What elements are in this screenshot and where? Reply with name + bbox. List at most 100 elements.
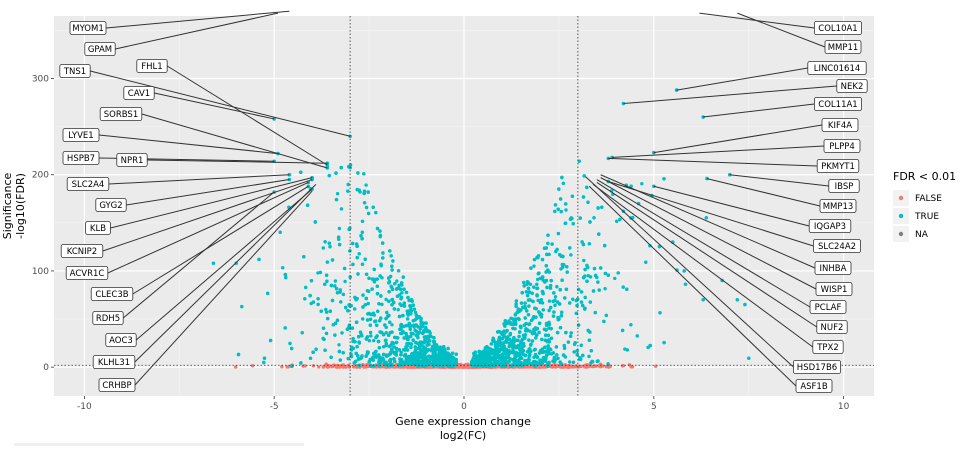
point-true xyxy=(356,272,360,276)
point-true xyxy=(500,337,504,341)
point-false xyxy=(408,365,413,369)
point-true-outlier xyxy=(310,177,314,182)
point-true xyxy=(416,335,420,340)
point-true xyxy=(406,337,410,341)
point-true xyxy=(547,360,551,365)
point-true xyxy=(503,319,507,323)
point-true xyxy=(572,350,576,354)
point-false xyxy=(332,363,336,367)
label-connector xyxy=(612,145,825,158)
point-true xyxy=(648,244,652,248)
point-true xyxy=(387,290,391,294)
point-true xyxy=(513,317,518,321)
point-true xyxy=(504,340,508,344)
point-true xyxy=(582,174,586,178)
point-true xyxy=(558,197,563,201)
point-true xyxy=(524,327,528,331)
point-true xyxy=(396,308,400,312)
point-true xyxy=(505,328,509,333)
gene-label: KLB xyxy=(90,224,106,234)
point-true xyxy=(346,326,351,330)
point-true xyxy=(561,353,566,357)
gene-label: PLPP4 xyxy=(829,142,855,152)
point-true xyxy=(397,348,401,352)
point-true xyxy=(321,246,325,250)
point-true xyxy=(648,343,652,348)
point-true xyxy=(299,170,303,174)
point-true xyxy=(362,191,366,196)
point-true xyxy=(326,316,330,321)
point-true xyxy=(278,230,282,234)
point-true xyxy=(401,329,405,334)
point-true xyxy=(400,291,404,295)
point-true xyxy=(551,351,556,355)
point-true xyxy=(424,338,428,342)
x-tick-label: 10 xyxy=(838,402,850,412)
point-true xyxy=(571,297,575,301)
point-true xyxy=(316,297,320,301)
point-true xyxy=(578,216,582,220)
point-true xyxy=(533,306,537,310)
point-true xyxy=(565,270,569,274)
point-true xyxy=(384,354,389,358)
point-true xyxy=(411,303,415,307)
point-true xyxy=(390,297,395,302)
point-true xyxy=(534,336,538,340)
point-true xyxy=(454,352,458,356)
point-true xyxy=(580,240,584,244)
point-true xyxy=(519,341,523,345)
point-true xyxy=(387,276,391,280)
label-connector xyxy=(676,67,808,91)
point-true xyxy=(507,350,511,355)
gene-label: IQGAP3 xyxy=(814,222,846,232)
point-true xyxy=(375,334,379,338)
point-true xyxy=(380,241,385,245)
point-true xyxy=(355,244,359,248)
point-true xyxy=(359,234,363,238)
point-false xyxy=(335,363,339,368)
point-true xyxy=(565,265,569,269)
point-true xyxy=(366,211,371,216)
point-true xyxy=(405,317,410,321)
point-true xyxy=(528,329,532,333)
point-true xyxy=(377,302,381,306)
point-true xyxy=(365,289,370,293)
point-false xyxy=(347,364,351,368)
point-true xyxy=(587,242,592,246)
y-tick-label: 0 xyxy=(43,363,49,373)
point-true xyxy=(436,360,440,364)
point-true xyxy=(592,266,597,271)
point-false xyxy=(597,364,601,368)
point-true xyxy=(564,208,568,212)
point-true xyxy=(555,300,560,304)
point-true xyxy=(414,313,419,317)
point-true xyxy=(597,232,601,236)
point-true xyxy=(325,260,330,264)
point-true-outlier xyxy=(735,297,740,302)
point-true xyxy=(528,282,533,286)
point-true xyxy=(502,322,506,326)
point-true xyxy=(413,348,418,352)
point-true xyxy=(337,349,342,354)
label-connector xyxy=(729,174,829,187)
point-true xyxy=(372,364,376,368)
label-connector xyxy=(588,185,797,387)
point-true xyxy=(409,356,414,360)
point-true xyxy=(392,300,396,305)
gene-label: SORBS1 xyxy=(104,110,138,120)
point-true xyxy=(516,363,521,367)
gene-label-box xyxy=(60,244,104,258)
point-true xyxy=(419,319,423,323)
point-true xyxy=(568,301,572,305)
gene-label-box xyxy=(90,287,134,301)
point-true xyxy=(575,353,579,357)
gene-label-box xyxy=(105,333,137,347)
point-true xyxy=(535,326,539,331)
point-true xyxy=(375,292,380,296)
point-true xyxy=(559,314,564,318)
point-true xyxy=(536,298,540,303)
point-true xyxy=(527,354,531,358)
gene-label-box xyxy=(815,282,853,296)
x-tick-label: -10 xyxy=(77,402,92,412)
point-true xyxy=(472,362,477,367)
